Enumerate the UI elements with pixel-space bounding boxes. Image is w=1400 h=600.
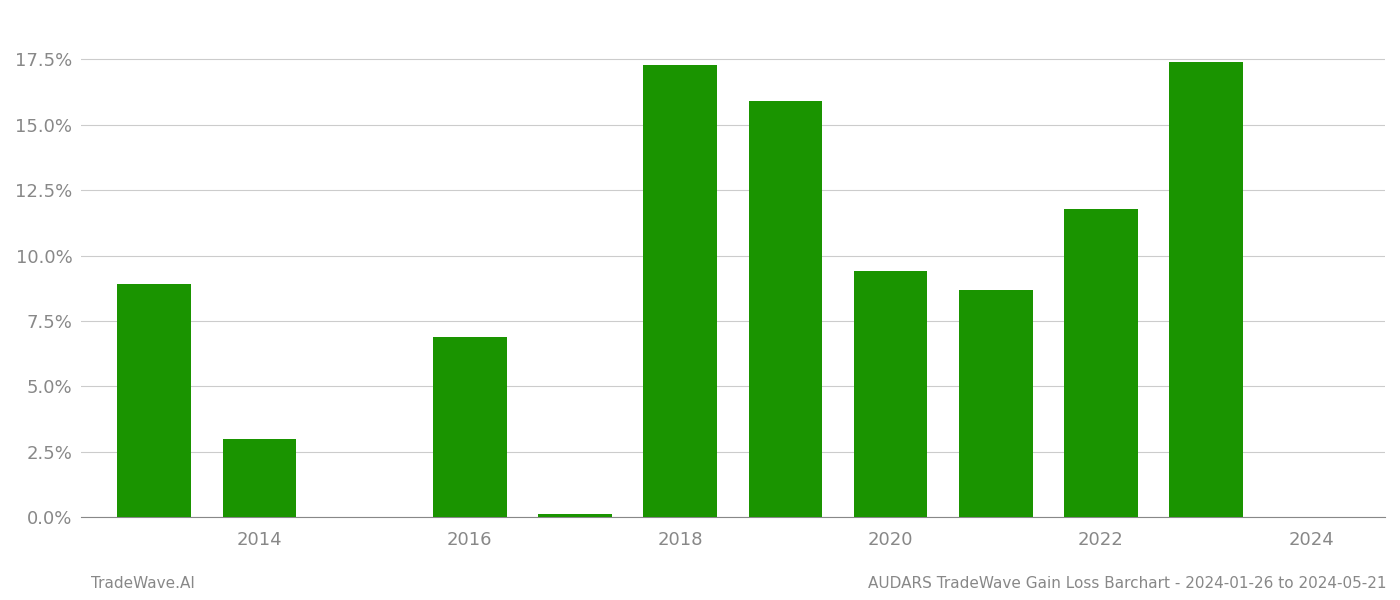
Bar bbox=[644, 65, 717, 517]
Text: TradeWave.AI: TradeWave.AI bbox=[91, 576, 195, 591]
Bar bbox=[538, 514, 612, 517]
Bar bbox=[1169, 62, 1243, 517]
Text: AUDARS TradeWave Gain Loss Barchart - 2024-01-26 to 2024-05-21: AUDARS TradeWave Gain Loss Barchart - 20… bbox=[868, 576, 1386, 591]
Bar bbox=[433, 337, 507, 517]
Bar bbox=[959, 290, 1033, 517]
Bar bbox=[749, 101, 822, 517]
Bar bbox=[1064, 209, 1138, 517]
Bar bbox=[223, 439, 297, 517]
Bar bbox=[854, 271, 927, 517]
Bar bbox=[118, 284, 190, 517]
